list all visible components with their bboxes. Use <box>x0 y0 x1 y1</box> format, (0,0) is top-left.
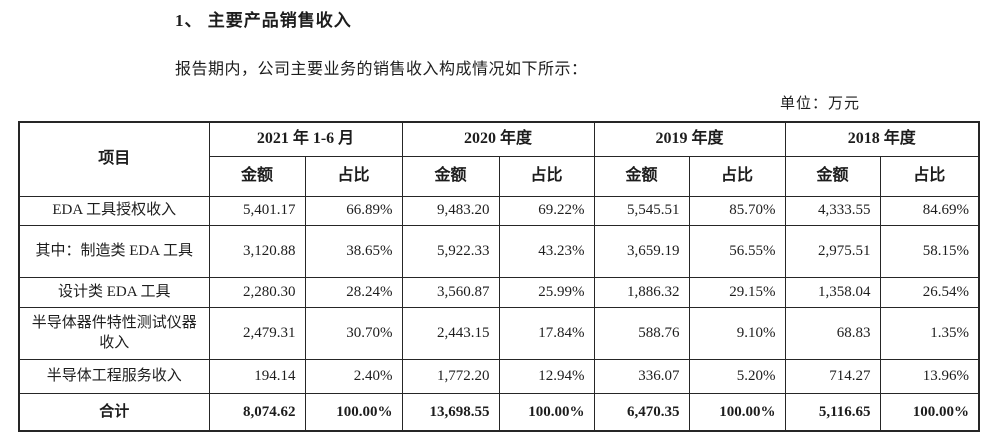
ratio-cell: 13.96% <box>879 358 980 394</box>
ratio-cell: 12.94% <box>498 358 595 394</box>
row-label: 半导体工程服务收入 <box>18 358 210 394</box>
amount-cell: 1,358.04 <box>784 276 881 308</box>
col-header-amount-2020: 金额 <box>401 155 500 197</box>
ratio-cell: 25.99% <box>498 276 595 308</box>
row-label: 半导体器件特性测试仪器收入 <box>18 306 210 360</box>
ratio-cell: 100.00% <box>688 392 786 432</box>
col-header-ratio-2019: 占比 <box>688 155 786 197</box>
table-row-manufacturing-eda: 其中：制造类 EDA 工具 3,120.88 38.65% 5,922.33 4… <box>18 224 980 278</box>
amount-cell: 3,659.19 <box>593 224 690 278</box>
header-row-periods: 项目 2021 年 1-6 月 2020 年度 2019 年度 2018 年度 <box>18 121 980 197</box>
col-header-amount-2019: 金额 <box>593 155 690 197</box>
col-header-amount-2018: 金额 <box>784 155 881 197</box>
ratio-cell: 1.35% <box>879 306 980 360</box>
col-header-period-2021: 2021 年 1-6 月 <box>208 121 403 157</box>
ratio-cell: 29.15% <box>688 276 786 308</box>
ratio-cell: 100.00% <box>304 392 403 432</box>
amount-cell: 2,975.51 <box>784 224 881 278</box>
ratio-cell: 56.55% <box>688 224 786 278</box>
amount-cell: 2,443.15 <box>401 306 500 360</box>
amount-cell: 1,886.32 <box>593 276 690 308</box>
amount-cell: 3,560.87 <box>401 276 500 308</box>
ratio-cell: 5.20% <box>688 358 786 394</box>
amount-cell: 5,922.33 <box>401 224 500 278</box>
amount-cell: 5,401.17 <box>208 195 306 226</box>
amount-cell: 588.76 <box>593 306 690 360</box>
table-row-design-eda: 设计类 EDA 工具 2,280.30 28.24% 3,560.87 25.9… <box>18 276 980 308</box>
table-row-semiconductor-engineering-service: 半导体工程服务收入 194.14 2.40% 1,772.20 12.94% 3… <box>18 358 980 394</box>
revenue-table: 项目 2021 年 1-6 月 2020 年度 2019 年度 2018 年度 … <box>18 121 981 432</box>
ratio-cell: 9.10% <box>688 306 786 360</box>
ratio-cell: 28.24% <box>304 276 403 308</box>
row-label: EDA 工具授权收入 <box>18 195 210 226</box>
row-label: 其中：制造类 EDA 工具 <box>18 224 210 278</box>
col-header-period-2018: 2018 年度 <box>784 121 980 157</box>
amount-cell: 714.27 <box>784 358 881 394</box>
table-row-total: 合计 8,074.62 100.00% 13,698.55 100.00% 6,… <box>18 392 980 432</box>
col-header-period-2020: 2020 年度 <box>401 121 595 157</box>
col-header-amount-2021: 金额 <box>208 155 306 197</box>
amount-cell: 6,470.35 <box>593 392 690 432</box>
amount-cell: 5,545.51 <box>593 195 690 226</box>
amount-cell: 68.83 <box>784 306 881 360</box>
section-title: 1、 主要产品销售收入 <box>175 11 352 30</box>
ratio-cell: 66.89% <box>304 195 403 226</box>
ratio-cell: 43.23% <box>498 224 595 278</box>
ratio-cell: 100.00% <box>498 392 595 432</box>
amount-cell: 336.07 <box>593 358 690 394</box>
table-row-semiconductor-test-instrument: 半导体器件特性测试仪器收入 2,479.31 30.70% 2,443.15 1… <box>18 306 980 360</box>
ratio-cell: 58.15% <box>879 224 980 278</box>
col-header-period-2019: 2019 年度 <box>593 121 786 157</box>
unit-label: 单位：万元 <box>779 96 860 112</box>
amount-cell: 8,074.62 <box>208 392 306 432</box>
col-header-ratio-2021: 占比 <box>304 155 403 197</box>
amount-cell: 9,483.20 <box>401 195 500 226</box>
col-header-ratio-2020: 占比 <box>498 155 595 197</box>
row-label: 设计类 EDA 工具 <box>18 276 210 308</box>
ratio-cell: 26.54% <box>879 276 980 308</box>
ratio-cell: 85.70% <box>688 195 786 226</box>
ratio-cell: 17.84% <box>498 306 595 360</box>
amount-cell: 2,479.31 <box>208 306 306 360</box>
ratio-cell: 2.40% <box>304 358 403 394</box>
ratio-cell: 100.00% <box>879 392 980 432</box>
amount-cell: 1,772.20 <box>401 358 500 394</box>
col-header-item: 项目 <box>18 121 210 197</box>
table-row-eda-license: EDA 工具授权收入 5,401.17 66.89% 9,483.20 69.2… <box>18 195 980 226</box>
ratio-cell: 69.22% <box>498 195 595 226</box>
ratio-cell: 30.70% <box>304 306 403 360</box>
amount-cell: 2,280.30 <box>208 276 306 308</box>
row-label: 合计 <box>18 392 210 432</box>
ratio-cell: 38.65% <box>304 224 403 278</box>
header-row-metrics: 金额 占比 金额 占比 金额 占比 金额 占比 <box>19 155 980 197</box>
amount-cell: 194.14 <box>208 358 306 394</box>
intro-paragraph: 报告期内，公司主要业务的销售收入构成情况如下所示： <box>175 61 588 78</box>
amount-cell: 13,698.55 <box>401 392 500 432</box>
amount-cell: 4,333.55 <box>784 195 881 226</box>
amount-cell: 3,120.88 <box>208 224 306 278</box>
amount-cell: 5,116.65 <box>784 392 881 432</box>
col-header-ratio-2018: 占比 <box>879 155 980 197</box>
ratio-cell: 84.69% <box>879 195 980 226</box>
